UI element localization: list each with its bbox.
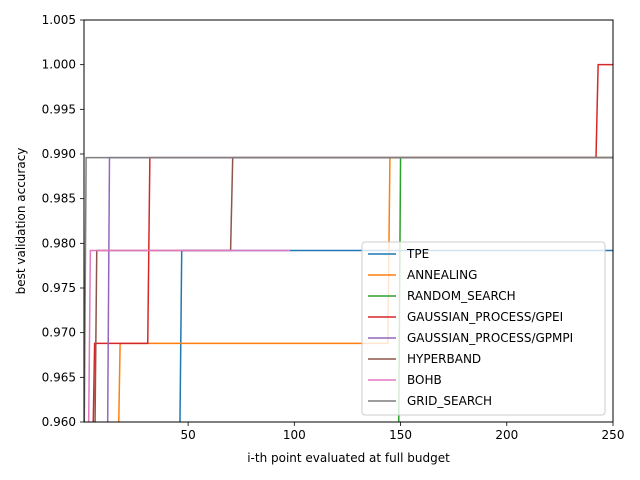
legend-label: BOHB (407, 373, 442, 387)
plot-frame (83, 19, 614, 423)
y-tick-label: 1.000 (42, 58, 76, 72)
y-tick-label: 0.980 (42, 236, 76, 250)
y-tick-label: 0.990 (42, 147, 76, 161)
y-tick-label: 0.970 (42, 326, 76, 340)
legend-label: TPE (406, 247, 429, 261)
axes (83, 19, 614, 423)
x-ticks: 50 100 150 200 250 (180, 422, 624, 442)
legend-label: GAUSSIAN_PROCESS/GPEI (407, 310, 563, 324)
y-tick-label: 0.960 (42, 415, 76, 429)
x-tick-label: 50 (180, 428, 195, 442)
y-tick-label: 0.985 (42, 192, 76, 206)
y-ticks: 0.960 0.965 0.970 0.975 0.980 0.985 0.990 0.995… (42, 13, 84, 429)
x-tick-label: 250 (602, 428, 625, 442)
series-line-7 (84, 156, 613, 422)
legend-label: RANDOM_SEARCH (407, 289, 516, 303)
y-tick-label: 1.005 (42, 13, 76, 27)
y-tick-label: 0.995 (42, 102, 76, 116)
y-tick-label: 0.965 (42, 370, 76, 384)
x-tick-label: 150 (389, 428, 412, 442)
legend: TPE ANNEALING RANDOM_SEARCH GAUSSIAN_PROCES… (361, 241, 606, 416)
legend-box (361, 241, 606, 416)
x-tick-label: 200 (495, 428, 518, 442)
legend-label: HYPERBAND (407, 352, 481, 366)
y-axis-label: best validation accuracy (14, 148, 28, 295)
x-axis-label: i-th point evaluated at full budget (247, 451, 450, 465)
legend-label: GAUSSIAN_PROCESS/GPMPI (407, 331, 573, 345)
x-tick-label: 100 (283, 428, 306, 442)
legend-label: ANNEALING (407, 268, 477, 282)
y-tick-label: 0.975 (42, 281, 76, 295)
series-line-6 (87, 249, 291, 422)
legend-label: GRID_SEARCH (407, 394, 492, 408)
